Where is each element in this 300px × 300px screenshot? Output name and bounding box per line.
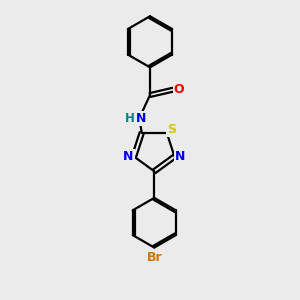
Text: H: H <box>124 112 134 125</box>
Text: N: N <box>175 150 185 163</box>
Text: N: N <box>136 112 146 125</box>
Text: S: S <box>167 123 176 136</box>
Text: N: N <box>123 150 134 163</box>
Text: Br: Br <box>146 251 162 264</box>
Text: O: O <box>174 83 184 96</box>
